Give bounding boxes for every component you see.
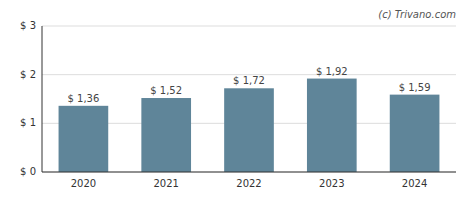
data-label: $ 1,52 bbox=[150, 85, 182, 96]
data-label: $ 1,36 bbox=[67, 93, 99, 104]
x-axis: 2020 2021 2022 2023 2024 bbox=[71, 178, 428, 189]
data-label: $ 1,59 bbox=[399, 82, 431, 93]
x-axis-line bbox=[42, 172, 456, 173]
grid-line bbox=[42, 26, 456, 27]
y-tick-label: $ 0 bbox=[20, 166, 36, 177]
bar bbox=[141, 98, 191, 172]
data-label: $ 1,72 bbox=[233, 75, 265, 86]
bars bbox=[59, 79, 440, 172]
grid bbox=[42, 26, 456, 172]
y-axis-line bbox=[42, 26, 43, 172]
bar bbox=[224, 88, 274, 172]
bar bbox=[390, 95, 440, 172]
x-tick-label: 2023 bbox=[319, 178, 344, 189]
y-tick-label: $ 2 bbox=[20, 69, 36, 80]
y-tick-label: $ 1 bbox=[20, 117, 36, 128]
bar bbox=[59, 106, 109, 172]
y-tick-label: $ 3 bbox=[20, 20, 36, 31]
x-tick-label: 2022 bbox=[236, 178, 261, 189]
y-axis: $ 0 $ 1 $ 2 $ 3 bbox=[20, 20, 36, 177]
x-tick-label: 2024 bbox=[402, 178, 427, 189]
grid-line bbox=[42, 172, 456, 173]
watermark: (c) Trivano.com bbox=[378, 9, 456, 20]
data-label: $ 1,92 bbox=[316, 66, 348, 77]
bar bbox=[307, 79, 357, 172]
chart: $ 0$ 1$ 2$ 320202021202220232024$ 1,36$ … bbox=[0, 0, 470, 200]
data-labels: $ 1,36 $ 1,52 $ 1,72 $ 1,92 $ 1,59 bbox=[67, 66, 430, 104]
x-tick-label: 2021 bbox=[153, 178, 178, 189]
x-tick-label: 2020 bbox=[71, 178, 96, 189]
